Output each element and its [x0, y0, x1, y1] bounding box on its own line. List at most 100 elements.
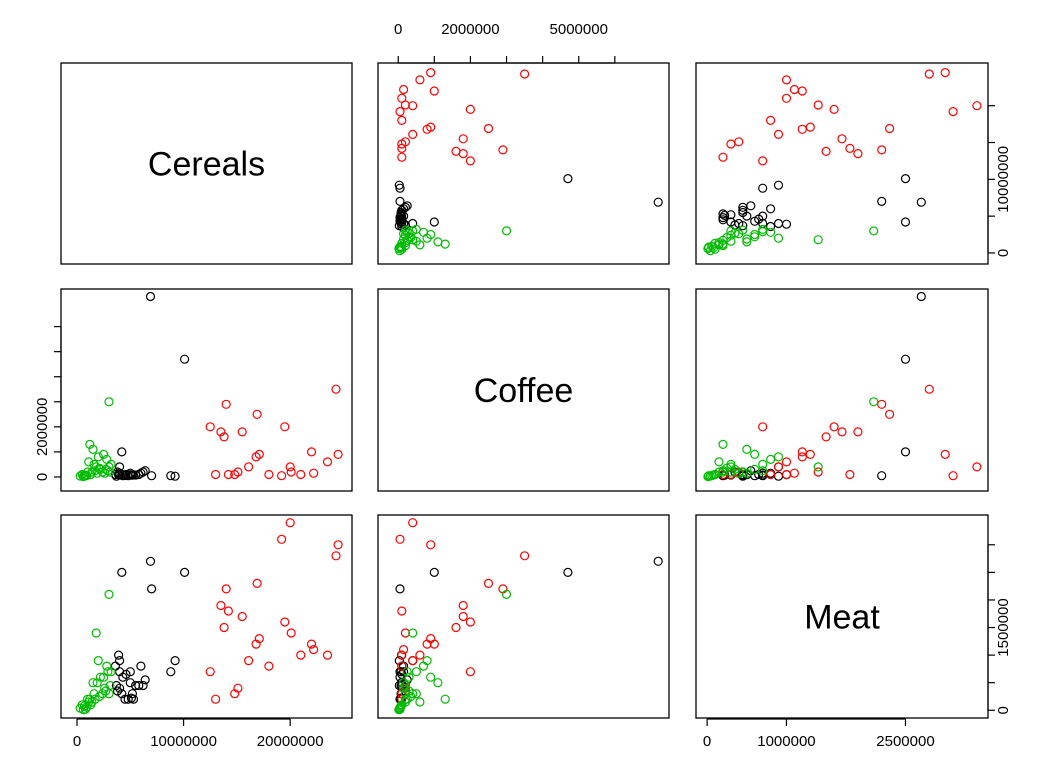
data-point	[90, 694, 100, 704]
data-point	[773, 471, 784, 481]
data-point	[703, 243, 713, 254]
data-point	[394, 243, 404, 254]
data-point	[333, 449, 343, 459]
data-point	[322, 650, 333, 660]
data-point	[264, 469, 274, 480]
data-point	[102, 661, 112, 671]
data-point	[264, 661, 274, 671]
data-point	[821, 146, 831, 156]
data-point	[277, 471, 287, 481]
data-point	[147, 471, 157, 481]
panel-frame-0-1	[377, 62, 670, 265]
coffee-top-tick-label: 2000000	[441, 21, 499, 38]
data-point	[399, 211, 409, 221]
data-point	[89, 689, 99, 699]
data-point	[399, 644, 409, 655]
data-point	[730, 228, 740, 238]
data-point	[104, 589, 114, 600]
data-point	[742, 444, 752, 454]
data-point	[765, 204, 776, 214]
data-point	[306, 639, 317, 649]
data-point	[88, 678, 98, 688]
data-point	[395, 534, 405, 544]
data-point	[98, 449, 109, 459]
data-point	[285, 462, 295, 472]
data-point	[113, 650, 124, 660]
data-point	[88, 444, 98, 454]
data-point	[877, 145, 887, 155]
data-point	[105, 467, 115, 477]
data-point	[92, 468, 102, 478]
data-point	[765, 454, 776, 464]
data-point	[415, 240, 425, 250]
data-point	[429, 217, 439, 227]
data-point	[653, 556, 663, 566]
data-point	[254, 449, 264, 459]
data-point	[924, 384, 934, 394]
data-point	[125, 468, 135, 478]
cereals-x-tick-label: 0	[73, 733, 81, 750]
data-point	[829, 422, 839, 432]
data-point	[399, 678, 409, 688]
data-point	[797, 452, 807, 462]
data-point	[244, 462, 254, 472]
data-point	[972, 101, 982, 111]
data-point	[110, 661, 121, 671]
coffee-y-tick-label: 0	[34, 473, 51, 481]
data-point	[718, 466, 728, 476]
data-point	[972, 462, 982, 472]
data-point	[758, 459, 768, 469]
data-point	[704, 471, 714, 481]
data-point	[322, 457, 333, 467]
data-point	[147, 584, 157, 594]
data-point	[718, 152, 728, 162]
data-point	[519, 551, 530, 561]
data-point	[773, 452, 784, 462]
panel-frame-0-0	[60, 62, 353, 265]
data-point	[465, 156, 475, 166]
data-point	[813, 100, 823, 110]
data-point	[93, 452, 103, 462]
data-point	[211, 469, 221, 480]
data-point	[418, 661, 429, 671]
data-point	[306, 447, 317, 457]
data-point	[805, 122, 815, 132]
data-point	[563, 174, 573, 184]
meat-y-tick-label: 1500000	[995, 598, 1012, 656]
data-point	[758, 156, 768, 166]
data-point	[331, 551, 341, 561]
data-point	[781, 219, 792, 229]
data-point	[93, 655, 103, 666]
data-point	[829, 104, 839, 115]
data-point	[395, 242, 405, 252]
data-point	[758, 422, 768, 432]
data-point	[395, 584, 405, 594]
data-point	[877, 196, 887, 206]
data-point	[813, 467, 823, 477]
data-point	[309, 644, 319, 655]
coffee-top-tick-label: 5000000	[550, 21, 608, 38]
data-point	[916, 291, 926, 302]
data-point	[211, 694, 221, 704]
data-point	[458, 600, 468, 611]
data-point	[821, 432, 831, 442]
data-point	[333, 540, 343, 550]
data-point	[458, 134, 468, 144]
data-point	[395, 106, 405, 117]
data-point	[465, 667, 475, 677]
data-point	[924, 69, 934, 79]
data-point	[216, 600, 226, 611]
data-point	[111, 680, 122, 691]
data-point	[738, 467, 748, 477]
data-point	[773, 233, 784, 243]
data-point	[120, 470, 130, 481]
data-point	[948, 471, 958, 481]
data-point	[726, 139, 736, 149]
meat-x-tick-label: 0	[703, 733, 711, 750]
data-point	[78, 705, 89, 715]
data-point	[426, 122, 436, 132]
data-point	[123, 471, 133, 481]
panel-frame-2-1	[377, 514, 670, 719]
data-point	[402, 667, 412, 677]
data-point	[781, 469, 792, 480]
